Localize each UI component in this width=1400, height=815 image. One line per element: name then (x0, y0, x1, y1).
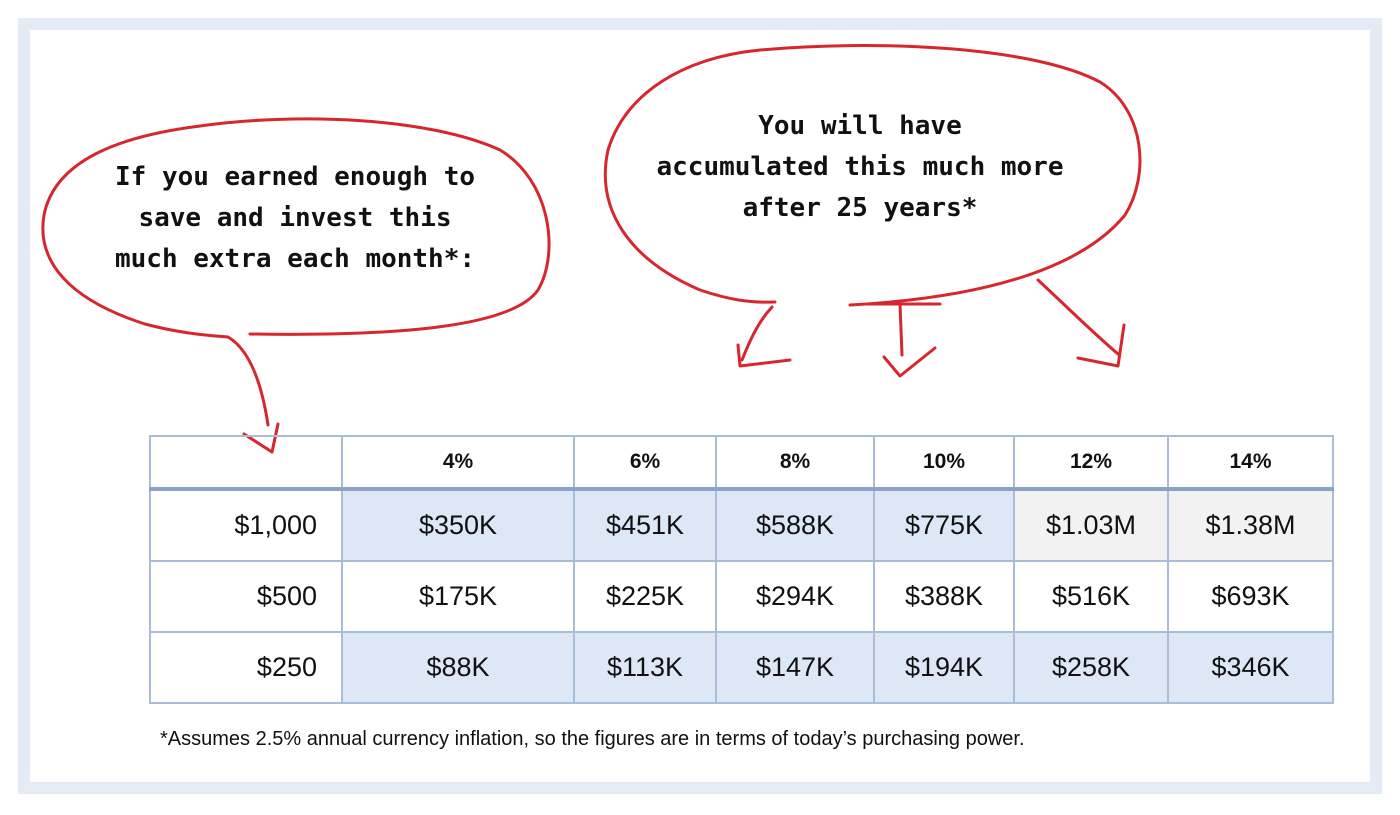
right-bubble-line-2: accumulated this much more (656, 152, 1064, 182)
savings-table: 4% 6% 8% 10% 12% 14% $1,000 $350K $451K … (149, 435, 1334, 704)
header-rate: 4% (341, 435, 575, 490)
right-bubble-line-1: You will have (758, 111, 962, 141)
value-cell: $1.38M (1167, 488, 1334, 562)
monthly-amount-cell: $250 (149, 631, 343, 704)
header-rate: 10% (873, 435, 1015, 490)
left-bubble-line-2: save and invest this (138, 203, 452, 233)
table-header-row: 4% 6% 8% 10% 12% 14% (149, 435, 1334, 490)
left-bubble-line-1: If you earned enough to (114, 162, 476, 192)
monthly-amount-cell: $1,000 (149, 488, 343, 562)
left-bubble-line-3: much extra each month*: (114, 244, 476, 274)
header-rate: 12% (1013, 435, 1169, 490)
corner-cell (149, 435, 343, 490)
table-row: $1,000 $350K $451K $588K $775K $1.03M $1… (149, 488, 1334, 562)
table-row: $500 $175K $225K $294K $388K $516K $693K (149, 560, 1334, 633)
value-cell: $175K (341, 560, 575, 633)
left-bubble-text: If you earned enough to save and invest … (80, 157, 510, 280)
value-cell: $147K (715, 631, 875, 704)
value-cell: $693K (1167, 560, 1334, 633)
table-row: $250 $88K $113K $147K $194K $258K $346K (149, 631, 1334, 704)
right-bubble-line-3: after 25 years* (742, 193, 978, 223)
value-cell: $88K (341, 631, 575, 704)
value-cell: $588K (715, 488, 875, 562)
value-cell: $1.03M (1013, 488, 1169, 562)
value-cell: $451K (573, 488, 717, 562)
value-cell: $225K (573, 560, 717, 633)
right-bubble-text: You will have accumulated this much more… (620, 106, 1100, 229)
header-rate: 6% (573, 435, 717, 490)
value-cell: $516K (1013, 560, 1169, 633)
value-cell: $113K (573, 631, 717, 704)
header-rate: 8% (715, 435, 875, 490)
value-cell: $194K (873, 631, 1015, 704)
footnote: *Assumes 2.5% annual currency inflation,… (160, 728, 1025, 750)
monthly-amount-cell: $500 (149, 560, 343, 633)
value-cell: $388K (873, 560, 1015, 633)
value-cell: $258K (1013, 631, 1169, 704)
header-rate: 14% (1167, 435, 1334, 490)
value-cell: $346K (1167, 631, 1334, 704)
value-cell: $350K (341, 488, 575, 562)
value-cell: $294K (715, 560, 875, 633)
value-cell: $775K (873, 488, 1015, 562)
